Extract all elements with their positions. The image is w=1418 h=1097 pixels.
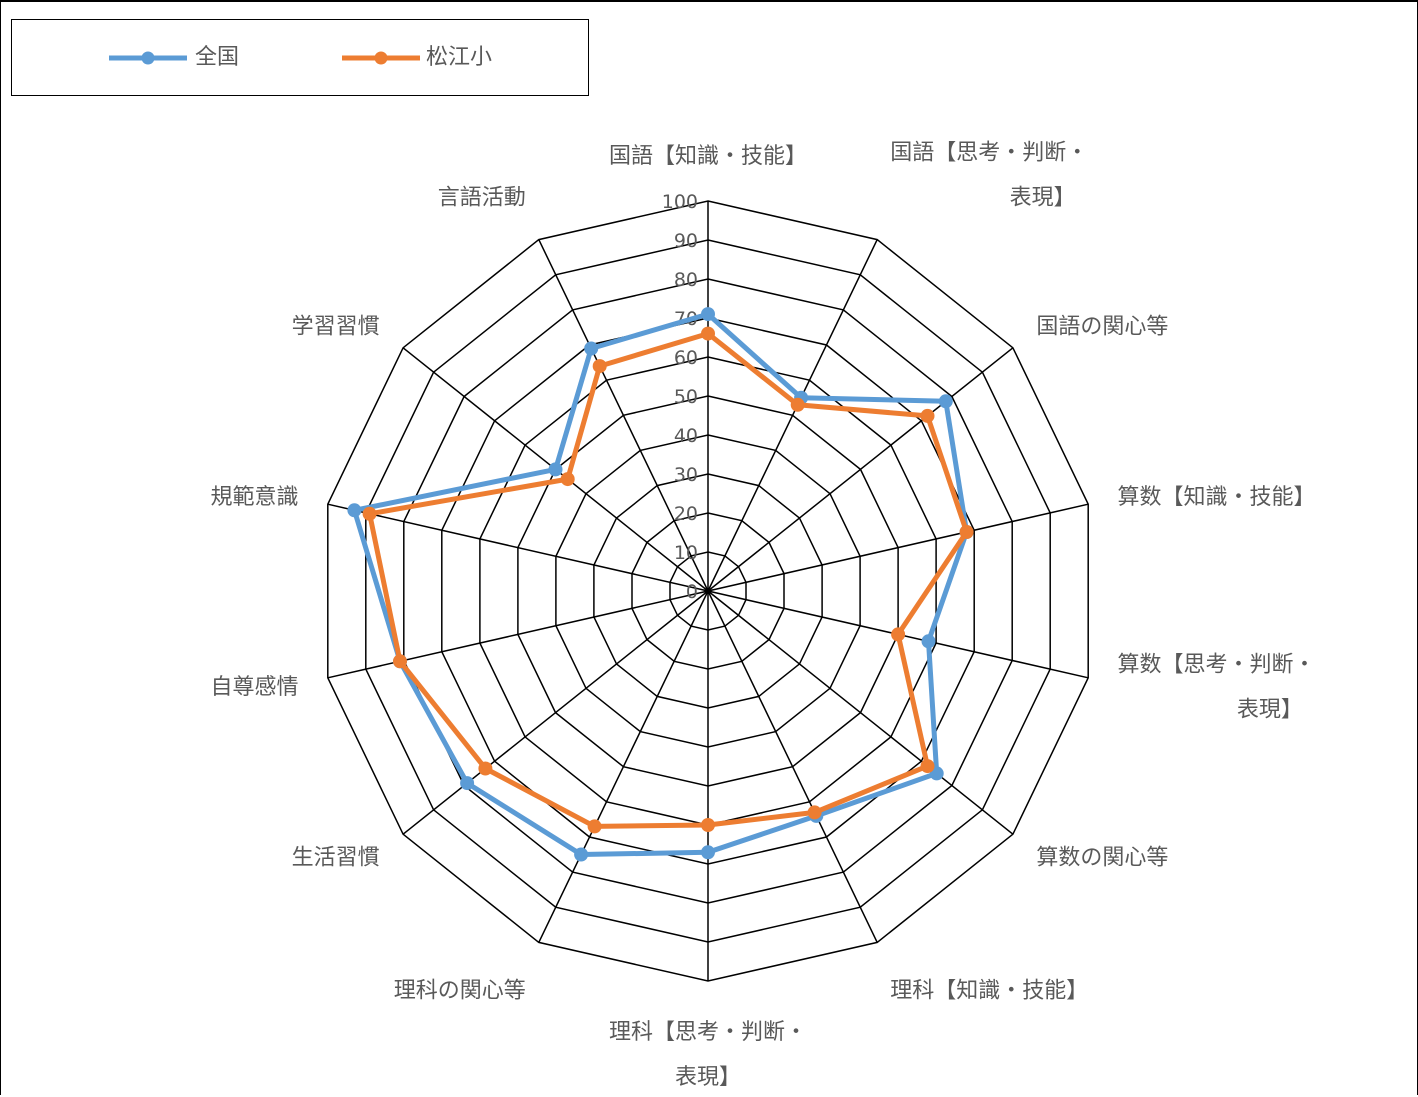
category-label: 算数【思考・判断・表現】 xyxy=(1118,652,1316,722)
tick-label: 10 xyxy=(674,542,698,564)
data-point-matsue xyxy=(362,506,377,521)
data-point-national xyxy=(938,394,953,409)
legend-line-matsue-icon xyxy=(342,51,420,65)
category-label: 規範意識 xyxy=(210,485,298,510)
data-point-national xyxy=(921,634,936,649)
category-label: 国語の関心等 xyxy=(1036,314,1168,339)
category-label: 算数の関心等 xyxy=(1036,846,1168,871)
data-point-matsue xyxy=(920,759,935,774)
data-point-matsue xyxy=(959,525,974,539)
legend-line-national-icon xyxy=(109,51,187,65)
data-point-matsue xyxy=(592,359,607,374)
legend: 全国 松江小 xyxy=(11,19,589,96)
data-point-matsue xyxy=(891,627,906,642)
data-point-matsue xyxy=(701,326,715,341)
tick-label: 20 xyxy=(674,503,698,525)
category-label: 自尊感情 xyxy=(210,675,298,700)
data-point-matsue xyxy=(807,805,822,820)
data-point-national xyxy=(701,307,715,322)
axis-spoke xyxy=(707,503,1089,592)
axis-spoke xyxy=(538,590,709,943)
tick-label: 60 xyxy=(674,347,698,369)
axis-spoke xyxy=(707,347,1014,592)
tick-label: 80 xyxy=(674,269,698,291)
axis-spoke xyxy=(538,239,709,592)
category-label: 生活習慣 xyxy=(292,846,380,871)
data-point-matsue xyxy=(560,472,575,487)
axis-spoke xyxy=(707,590,878,943)
axis-spoke xyxy=(327,590,709,679)
axis-spoke xyxy=(707,239,878,592)
data-point-matsue xyxy=(478,761,493,776)
category-label: 算数【知識・技能】 xyxy=(1118,485,1316,510)
tick-label: 30 xyxy=(674,464,698,486)
data-point-national xyxy=(584,341,599,356)
tick-label: 50 xyxy=(674,386,698,408)
data-point-national xyxy=(347,503,362,518)
category-label: 学習習慣 xyxy=(292,314,380,339)
series-line-national xyxy=(351,311,970,857)
category-label: 理科【思考・判断・表現】 xyxy=(609,1020,807,1090)
tick-label: 0 xyxy=(686,581,698,603)
data-point-matsue xyxy=(701,818,715,832)
data-point-national xyxy=(460,776,475,791)
data-point-matsue xyxy=(790,397,805,412)
axis-spoke xyxy=(707,590,1014,835)
legend-label-national: 全国 xyxy=(195,45,240,70)
tick-label: 40 xyxy=(674,425,698,447)
data-point-matsue xyxy=(920,408,935,423)
tick-label: 100 xyxy=(662,191,698,213)
category-label: 理科の関心等 xyxy=(394,978,526,1003)
axis-spoke xyxy=(402,590,709,835)
category-label: 国語【知識・技能】 xyxy=(609,144,807,169)
category-label: 言語活動 xyxy=(438,186,526,211)
axis-spoke xyxy=(327,503,709,592)
tick-label: 90 xyxy=(674,230,698,252)
data-point-national xyxy=(548,462,563,477)
data-point-national xyxy=(701,845,715,860)
data-point-national xyxy=(574,847,589,862)
legend-label-matsue: 松江小 xyxy=(426,45,493,70)
data-point-matsue xyxy=(393,654,407,669)
category-label: 国語【思考・判断・表現】 xyxy=(890,141,1088,211)
data-point-matsue xyxy=(587,819,602,834)
category-label: 理科【知識・技能】 xyxy=(890,978,1088,1003)
